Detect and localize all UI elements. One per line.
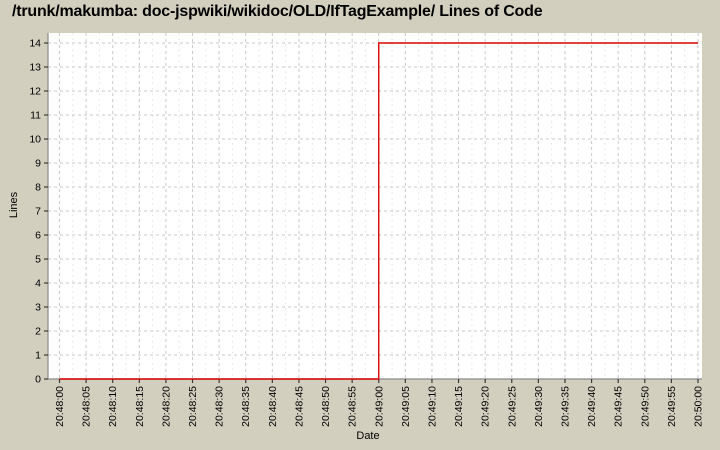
x-tick-label: 20:49:35	[559, 386, 571, 427]
y-tick-label: 1	[35, 350, 41, 362]
plot-area	[48, 33, 702, 379]
x-tick-label: 20:49:30	[533, 386, 545, 427]
x-tick-label: 20:49:45	[613, 386, 625, 427]
y-tick-label: 7	[35, 206, 41, 218]
y-tick-label: 10	[29, 134, 41, 146]
x-tick-label: 20:48:25	[187, 386, 199, 427]
x-tick-label: 20:49:40	[586, 386, 598, 427]
x-tick-label: 20:48:05	[81, 386, 93, 427]
x-tick-label: 20:48:35	[240, 386, 252, 427]
x-tick-label: 20:48:15	[134, 386, 146, 427]
x-tick-label: 20:49:25	[506, 386, 518, 427]
series-line-lines-of-code	[59, 42, 698, 380]
x-tick-label: 20:49:15	[453, 386, 465, 427]
x-tick-label: 20:48:00	[54, 386, 66, 427]
x-tick-label: 20:49:50	[639, 386, 651, 427]
y-tick-label: 0	[35, 374, 41, 386]
y-tick-label: 4	[35, 278, 41, 290]
x-tick-label: 20:48:50	[320, 386, 332, 427]
y-tick-label: 8	[35, 182, 41, 194]
x-tick-label: 20:48:20	[160, 386, 172, 427]
y-tick-label: 5	[35, 254, 41, 266]
x-axis-title: Date	[356, 430, 380, 442]
x-tick-label: 20:48:40	[267, 386, 279, 427]
x-tick-label: 20:50:00	[693, 386, 705, 427]
chart-title: /trunk/makumba: doc-jspwiki/wikidoc/OLD/…	[12, 3, 543, 20]
x-tick-label: 20:48:55	[347, 386, 359, 427]
x-tick-label: 20:49:55	[666, 386, 678, 427]
x-tick-label: 20:49:00	[373, 386, 385, 427]
x-tick-label: 20:48:10	[107, 386, 119, 427]
y-tick-label: 11	[30, 110, 41, 122]
y-tick-label: 6	[35, 230, 41, 242]
x-tick-label: 20:48:30	[214, 386, 226, 427]
y-tick-label: 14	[29, 38, 41, 50]
y-tick-label: 12	[29, 86, 41, 98]
y-tick-label: 2	[35, 326, 41, 338]
y-tick-label: 3	[35, 302, 41, 314]
y-axis-title: Lines	[8, 191, 20, 219]
x-tick-label: 20:49:20	[480, 386, 492, 427]
y-tick-label: 9	[35, 158, 41, 170]
x-tick-label: 20:49:05	[400, 386, 412, 427]
y-tick-label: 13	[29, 62, 41, 74]
x-tick-label: 20:49:10	[426, 386, 438, 427]
x-tick-label: 20:48:45	[293, 386, 305, 427]
